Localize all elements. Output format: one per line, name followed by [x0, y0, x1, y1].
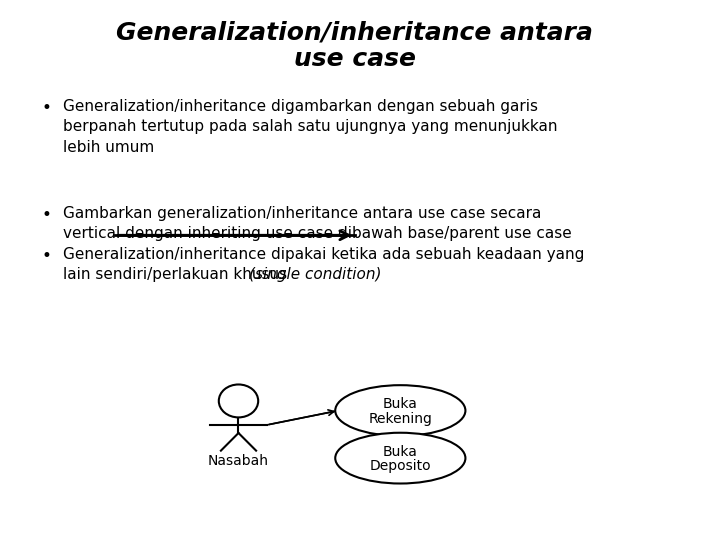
- Ellipse shape: [336, 385, 465, 436]
- Ellipse shape: [219, 384, 258, 417]
- Text: vertical dengan inheriting use case dibawah base/parent use case: vertical dengan inheriting use case diba…: [63, 226, 572, 241]
- Text: lebih umum: lebih umum: [63, 140, 154, 154]
- Text: Deposito: Deposito: [369, 459, 431, 473]
- Text: berpanah tertutup pada salah satu ujungnya yang menunjukkan: berpanah tertutup pada salah satu ujungn…: [63, 119, 557, 134]
- Text: •: •: [42, 206, 51, 224]
- Text: use case: use case: [294, 47, 415, 71]
- Text: Buka: Buka: [383, 397, 418, 411]
- Text: Nasabah: Nasabah: [208, 454, 269, 468]
- Text: Rekening: Rekening: [369, 411, 432, 426]
- Text: lain sendiri/perlakuan khusus: lain sendiri/perlakuan khusus: [63, 267, 292, 282]
- Text: Generalization/inheritance dipakai ketika ada sebuah keadaan yang: Generalization/inheritance dipakai ketik…: [63, 247, 584, 262]
- Text: Generalization/inheritance antara: Generalization/inheritance antara: [116, 20, 593, 44]
- Text: (single condition): (single condition): [249, 267, 382, 282]
- Text: Buka: Buka: [383, 445, 418, 458]
- Text: Gambarkan generalization/inheritance antara use case secara: Gambarkan generalization/inheritance ant…: [63, 206, 541, 221]
- Ellipse shape: [336, 433, 465, 483]
- Text: Generalization/inheritance digambarkan dengan sebuah garis: Generalization/inheritance digambarkan d…: [63, 99, 538, 114]
- Text: •: •: [42, 99, 51, 117]
- Text: •: •: [42, 247, 51, 265]
